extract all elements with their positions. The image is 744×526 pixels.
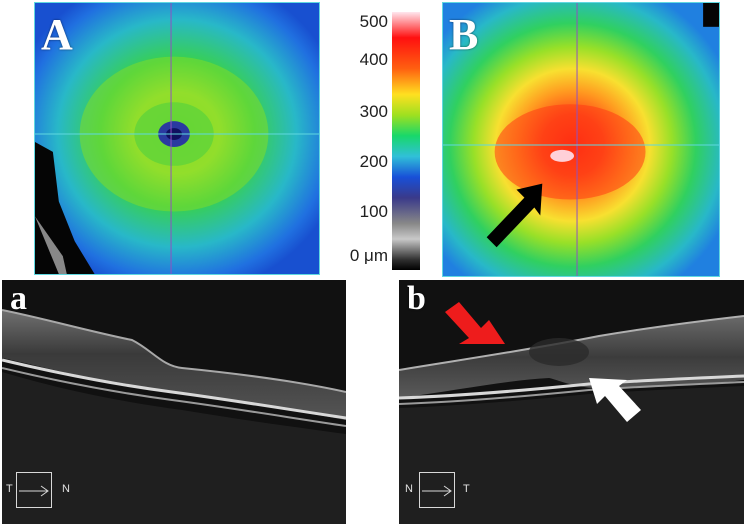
orientation-label-right-a: N [62,483,70,495]
scale-tick-400: 400 [359,50,388,69]
thickness-map-A: A [34,2,320,275]
arrow-right-icon [422,485,452,497]
scan-orientation-box-a [16,472,52,508]
scale-tick-300: 300 [359,102,388,121]
orientation-label-left-b: N [405,483,413,495]
orientation-label-right-b: T [463,483,470,495]
scale-tick-100: 100 [359,202,388,221]
scale-tick-200: 200 [359,152,388,171]
orientation-label-left-a: T [6,483,13,495]
color-scale-bar [392,12,420,270]
red-arrow [445,302,505,344]
arrow-right-icon [19,485,49,497]
panel-label-a: a [10,280,27,317]
thickness-map-A-image [35,3,319,274]
oct-scan-a-image [2,280,346,524]
panel-label-B: B [449,10,479,59]
thickness-map-B: B [442,2,720,277]
scale-tick-0: 0 μm [349,246,388,265]
oct-scan-b-image [399,280,744,524]
thickness-color-scale: 500 400 300 200 100 0 μm [328,8,440,270]
black-arrow [486,183,543,248]
white-arrow [589,378,641,422]
oct-scan-a: a T N [2,280,346,524]
oct-scan-b: b N T [399,280,744,524]
panel-label-A: A [41,10,73,59]
scan-orientation-box-b [419,472,455,508]
panel-label-b: b [407,280,426,317]
scale-tick-500: 500 [359,12,388,31]
thickness-map-B-image [443,3,719,276]
